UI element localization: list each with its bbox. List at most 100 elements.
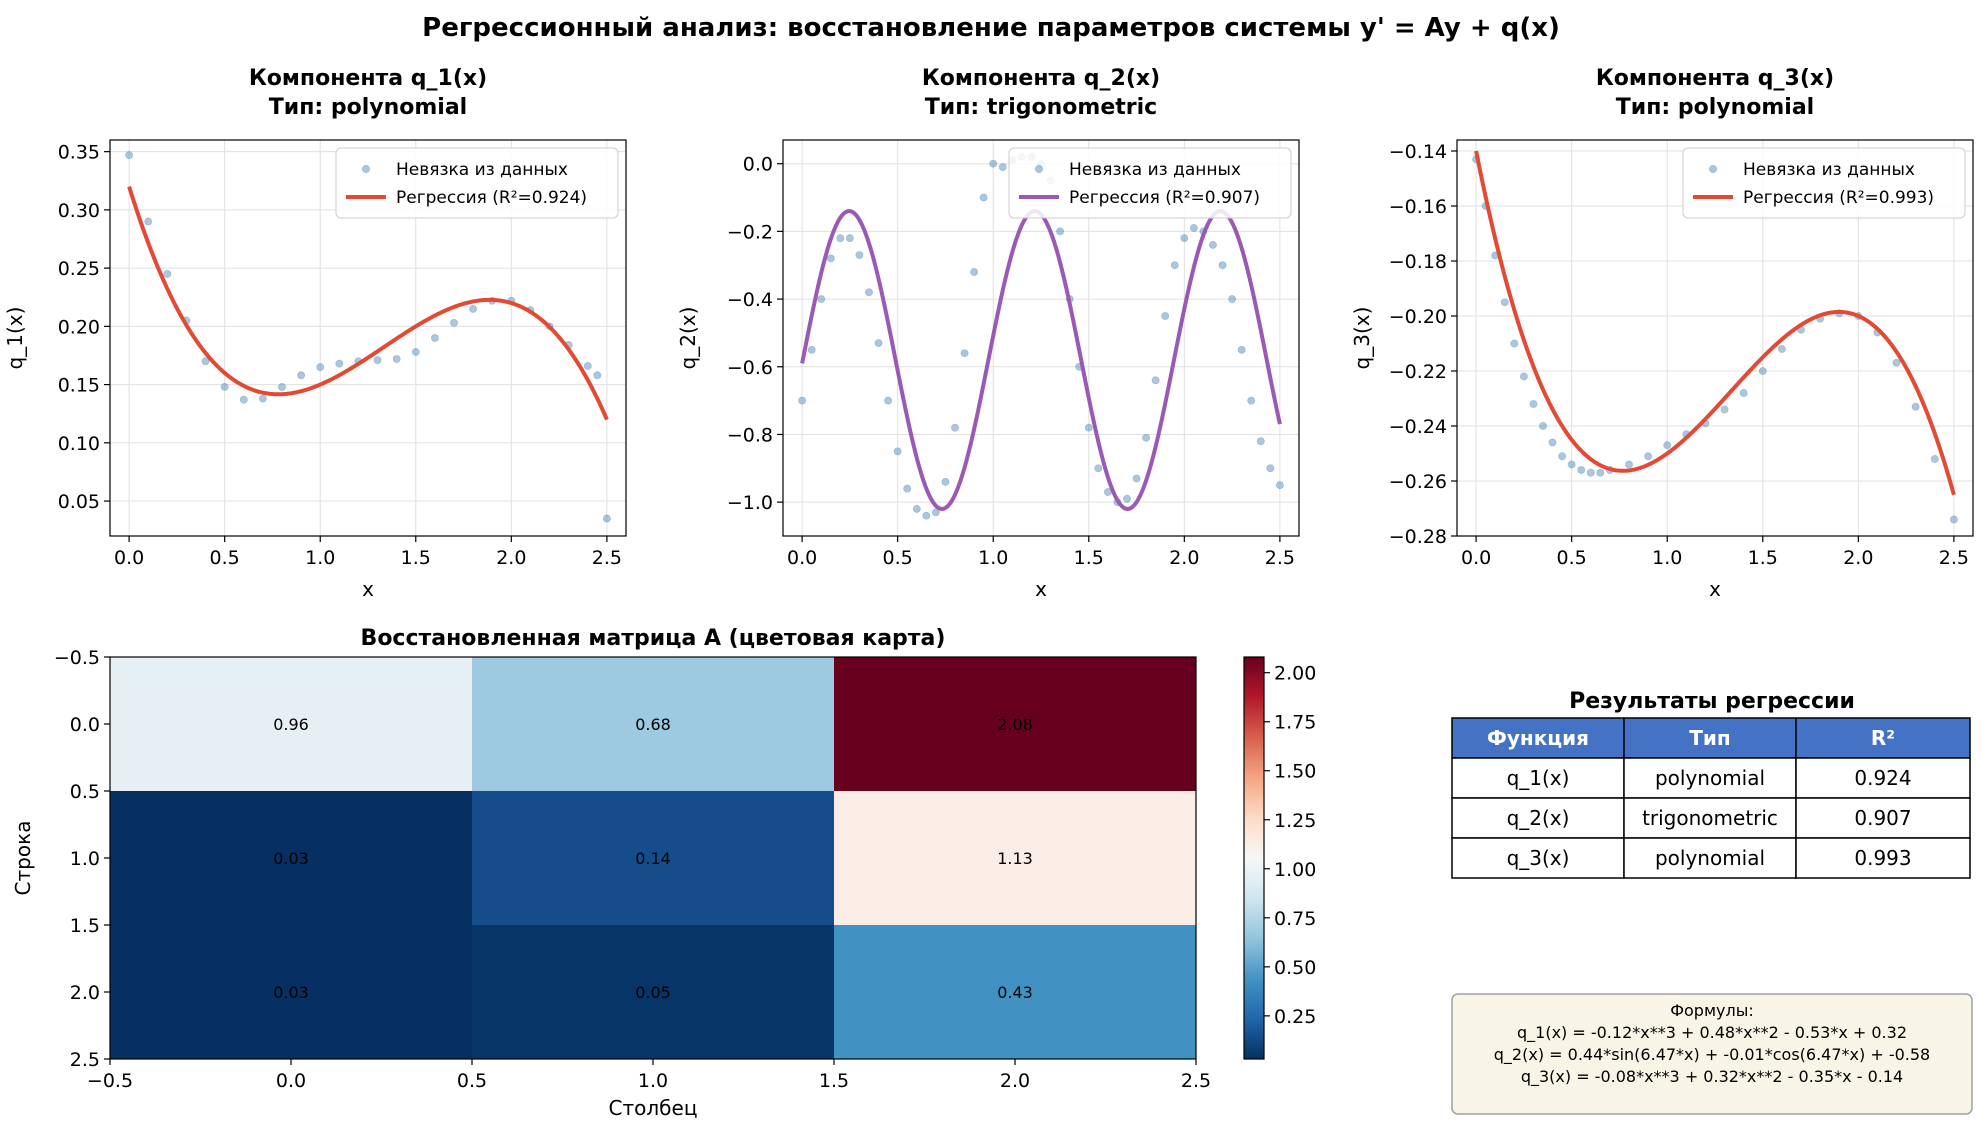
heatmap-cell [110, 925, 472, 1059]
q2-data-point [798, 396, 807, 405]
q2-ytick-label: −0.8 [727, 424, 773, 446]
q2-data-point [922, 511, 931, 520]
formula-q3: q_3(x) = -0.08*x**3 + 0.32*x**2 - 0.35*x… [1521, 1067, 1903, 1087]
q3-subtitle: Тип: polynomial [1616, 95, 1814, 120]
q2-data-point [941, 477, 950, 486]
q2-legend-label-data: Невязка из данных [1069, 160, 1241, 180]
q3-data-point [1519, 372, 1528, 381]
heatmap-xtick-label: 0.0 [276, 1070, 306, 1092]
q3-xtick-label: 0.0 [1461, 547, 1491, 569]
q3-ytick-label: −0.24 [1389, 416, 1447, 438]
q2-xtick-label: 2.5 [1265, 547, 1295, 569]
q2-ytick-label: −1.0 [727, 492, 773, 514]
results-table-cell-label: q_3(x) [1507, 846, 1570, 870]
q2-xtick-label: 0.5 [883, 547, 913, 569]
heatmap-xlabel: Столбец [609, 1096, 698, 1120]
q2-data-point [970, 267, 979, 276]
q2-data-point [931, 508, 940, 517]
q2-data-point [1151, 376, 1160, 385]
q3-data-point [1663, 441, 1672, 450]
heatmap-xtick-label: 2.5 [1181, 1070, 1211, 1092]
q3-plot-area [1472, 150, 1958, 524]
q1-data-point [258, 394, 267, 403]
q1-regression-line [127, 185, 609, 421]
q1-data-point [411, 347, 420, 356]
matrix-heatmap: Восстановленная матрица A (цветовая карт… [11, 626, 1316, 1120]
heatmap-ytick-label: 2.5 [70, 1049, 100, 1071]
results-table-cell-label: trigonometric [1642, 806, 1778, 830]
q1-ytick-label: 0.15 [58, 375, 100, 397]
q1-xtick-label: 2.5 [592, 547, 622, 569]
q1-legend-marker-data [361, 164, 371, 174]
heatmap-ytick-label: 0.5 [70, 781, 100, 803]
results-table-cell [1795, 797, 1971, 839]
q2-regression-line [800, 209, 1282, 511]
q1-plot-area [125, 151, 611, 523]
q2-data-point [1189, 223, 1198, 232]
q1-data-point [430, 333, 439, 342]
q3-data-point [1558, 452, 1567, 461]
q2-subtitle: Тип: trigonometric [925, 95, 1157, 120]
q1-data-point [469, 304, 478, 313]
q3-ytick-label: −0.20 [1389, 306, 1447, 328]
q2-data-point [998, 163, 1007, 172]
q3-data-point [1539, 421, 1548, 430]
q3-data-point [1949, 515, 1958, 524]
q3-legend: Невязка из данных Регрессия (R²=0.993) [1682, 147, 1966, 219]
heatmap-cell-label: 0.14 [635, 849, 671, 868]
q1-legend: Невязка из данных Регрессия (R²=0.924) [335, 147, 619, 219]
q3-xtick-label: 2.0 [1843, 547, 1873, 569]
q3-data-point [1758, 366, 1767, 375]
colorbar-tick-label: 1.00 [1274, 859, 1316, 881]
q1-xlabel: x [362, 577, 374, 601]
heatmap-cell [472, 657, 834, 791]
q3-data-point [1577, 465, 1586, 474]
heatmap-cell [472, 925, 834, 1059]
heatmap-cell-label: 0.43 [997, 983, 1033, 1002]
q3-ytick-label: −0.18 [1389, 251, 1447, 273]
colorbar-tick-label: 2.00 [1274, 663, 1316, 685]
results-table-cell-label: 0.993 [1854, 846, 1911, 870]
results-table-header-label: Функция [1487, 726, 1589, 750]
results-table-cell-label: polynomial [1655, 846, 1765, 870]
q2-data-point [1170, 261, 1179, 270]
q3-xtick-label: 1.0 [1652, 547, 1682, 569]
q1-data-point [593, 371, 602, 380]
q2-data-point [1142, 433, 1151, 442]
q3-xlabel: x [1709, 577, 1721, 601]
q1-data-point [201, 357, 210, 366]
results-table-title: Результаты регрессии [1569, 689, 1855, 714]
q2-legend: Невязка из данных Регрессия (R²=0.907) [1008, 147, 1292, 219]
q1-axes-frame [109, 139, 627, 537]
q1-data-point [373, 356, 382, 365]
q1-data-point [583, 361, 592, 370]
heatmap-cell [834, 791, 1196, 925]
q2-data-point [826, 254, 835, 263]
q3-ytick-label: −0.26 [1389, 471, 1447, 493]
heatmap-ytick-label: 1.5 [70, 915, 100, 937]
q2-data-point [807, 345, 816, 354]
q2-legend-box [1008, 147, 1292, 219]
q3-data-point [1500, 298, 1509, 307]
q3-data-point [1529, 399, 1538, 408]
q2-data-point [865, 288, 874, 297]
q2-data-point [912, 504, 921, 513]
q1-ytick-label: 0.05 [58, 491, 100, 513]
q1-data-point [335, 359, 344, 368]
q3-legend-marker-data [1708, 164, 1718, 174]
q1-data-point [144, 217, 153, 226]
q2-data-point [1209, 240, 1218, 249]
q2-title: Компонента q_2(x) [922, 66, 1160, 91]
q2-data-point [1218, 261, 1227, 270]
q3-regression-line [1474, 150, 1956, 496]
colorbar-tick-label: 0.25 [1274, 1006, 1316, 1028]
q1-ytick-label: 0.10 [58, 433, 100, 455]
q3-ylabel: q_3(x) [1350, 307, 1374, 370]
q2-data-point [1123, 494, 1132, 503]
formula-q2: q_2(x) = 0.44*sin(6.47*x) + -0.01*cos(6.… [1494, 1045, 1930, 1065]
q3-axes-frame [1456, 139, 1974, 537]
q1-subtitle: Тип: polynomial [269, 95, 467, 120]
heatmap-cell [472, 791, 834, 925]
q2-data-point [903, 484, 912, 493]
q2-data-point [1094, 464, 1103, 473]
